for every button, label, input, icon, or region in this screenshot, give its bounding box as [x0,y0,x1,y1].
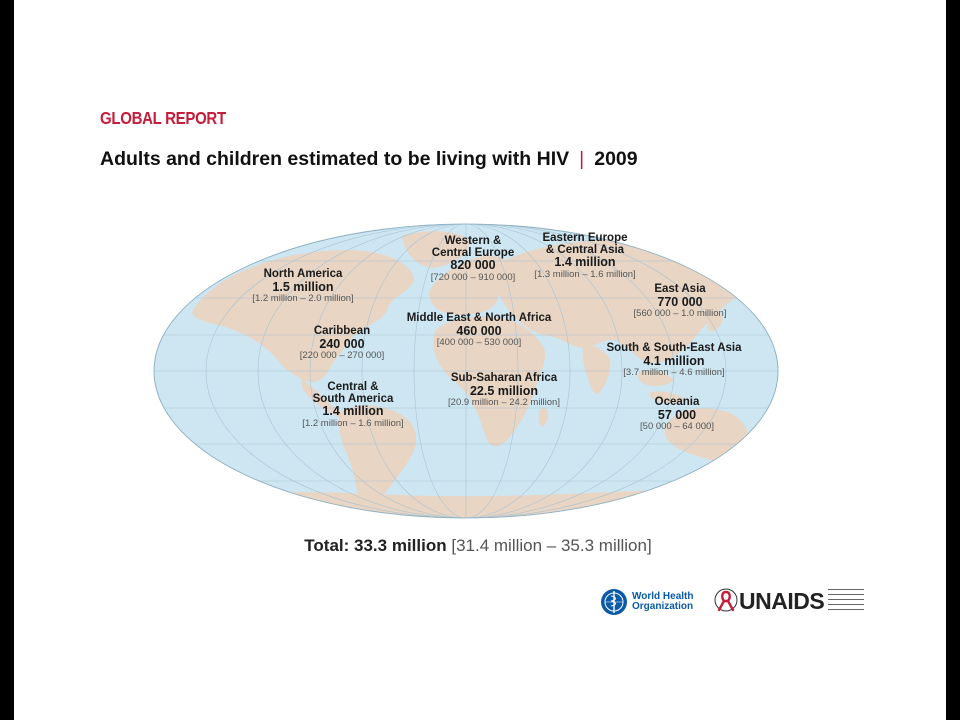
total-summary: Total: 33.3 million [31.4 million – 35.3… [0,536,958,556]
land-north-america [192,249,414,382]
title-year: 2009 [594,148,638,170]
slide-title: Adults and children estimated to be livi… [100,148,638,171]
region-range: [220 000 – 270 000] [299,350,385,361]
land-europe [429,255,513,315]
region-value: 4.1 million [643,353,705,368]
region-name-line-2: Central Europe [431,246,515,259]
region-value: 1.4 million [322,404,384,418]
who-emblem-icon [601,589,627,615]
region-name-line-1: Eastern Europe [542,232,628,244]
region-range: [20.9 million – 24.2 million] [448,397,560,408]
total-range: [31.4 million – 35.3 million] [451,536,652,555]
region-central-south-america: Central & South America 1.4 million [1.2… [302,381,404,430]
region-value: 1.5 million [272,279,334,294]
region-name: East Asia [654,283,706,295]
region-name-line-2: & Central Asia [545,243,625,256]
region-caribbean: Caribbean 240 000 [220 000 – 270 000] [299,325,385,362]
region-value: 770 000 [657,294,703,309]
total-value: Total: 33.3 million [304,536,447,555]
region-name: Oceania [654,396,700,408]
region-value: 22.5 million [469,383,539,398]
region-sub-saharan-africa: Sub-Saharan Africa 22.5 million [20.9 mi… [448,372,560,409]
region-range: [1.3 million – 1.6 million] [534,268,636,280]
region-range: [720 000 – 910 000] [430,271,516,283]
region-middle-east-north-africa: Middle East & North Africa 460 000 [400 … [406,312,552,349]
region-name-line-1: Central & [327,381,379,393]
title-main: Adults and children estimated to be livi… [100,148,570,170]
land-new-zealand [754,459,765,475]
land-southeast-asia [637,370,686,403]
region-north-america: North America 1.5 million [1.2 million –… [252,268,354,305]
land-india [582,345,611,394]
region-name-line-1: Western & [444,235,502,247]
land-africa [433,316,546,447]
report-kicker: GLOBAL REPORT [100,109,226,129]
region-range: [400 000 – 530 000] [436,337,522,348]
land-central-america [301,380,344,418]
land-greenland [402,231,470,268]
region-south-southeast-asia: South & South-East Asia 4.1 million [3.7… [606,342,742,379]
region-eastern-europe-central-asia: Eastern Europe & Central Asia 1.4 millio… [534,232,636,281]
who-logo: World Health Organization [600,588,693,616]
region-range: [3.7 million – 4.6 million] [623,367,725,378]
region-range: [1.2 million – 2.0 million] [252,293,354,304]
land-japan [707,312,723,332]
unaids-logo: UNAIDS [714,586,865,616]
region-name: Sub-Saharan Africa [450,372,558,384]
who-name-line-2: Organization [632,601,694,612]
region-value: 240 000 [319,336,365,351]
region-value: 57 000 [657,407,697,422]
region-east-asia: East Asia 770 000 [560 000 – 1.0 million… [633,283,727,320]
region-name: Caribbean [313,325,371,337]
region-name: North America [263,268,343,280]
world-map [153,223,779,519]
region-range: [560 000 – 1.0 million] [633,308,727,319]
region-oceania: Oceania 57 000 [50 000 – 64 000] [640,396,714,433]
title-separator: | [579,148,585,170]
region-name: South & South-East Asia [606,342,742,354]
region-range: [50 000 – 64 000] [640,421,714,432]
region-value: 1.4 million [554,255,616,269]
red-ribbon-icon [714,588,738,612]
region-range: [1.2 million – 1.6 million] [302,417,404,429]
land-australia [664,408,749,461]
land-asia [495,239,748,363]
who-name-line-1: World Health [632,591,694,602]
region-western-central-europe: Western & Central Europe 820 000 [720 00… [430,235,516,284]
land-south-america [338,405,417,515]
region-name: Middle East & North Africa [406,312,552,324]
land-madagascar [538,407,548,427]
unaids-cosponsors [828,588,865,614]
slide: GLOBAL REPORT Adults and children estima… [14,0,946,720]
region-name-line-2: South America [312,392,394,405]
unaids-wordmark: UNAIDS [739,587,825,614]
region-value: 820 000 [450,258,496,272]
region-value: 460 000 [456,323,502,338]
